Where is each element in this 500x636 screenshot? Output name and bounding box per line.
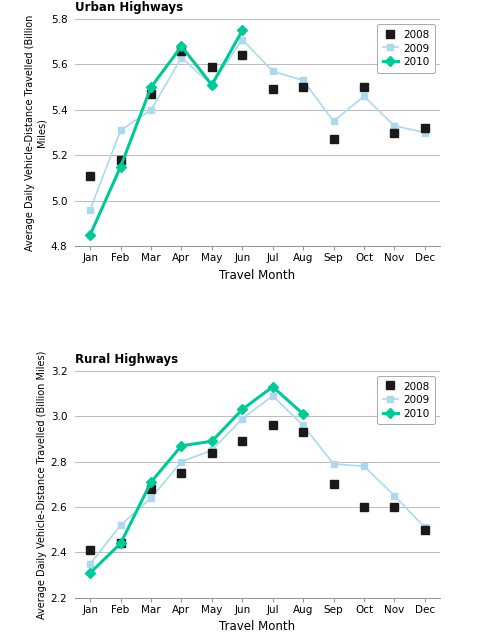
2009 — [178, 458, 184, 466]
2009 — [330, 118, 336, 125]
2008 — [87, 172, 93, 179]
Line: 2010: 2010 — [86, 383, 307, 577]
2008 — [240, 438, 246, 445]
2009 — [361, 92, 367, 100]
2010 — [148, 478, 154, 486]
2008 — [118, 539, 124, 547]
2010 — [270, 383, 276, 391]
2009 — [178, 54, 184, 62]
2008 — [361, 83, 367, 91]
2010 — [178, 442, 184, 450]
2009 — [87, 206, 93, 214]
2008 — [270, 422, 276, 429]
2009 — [118, 522, 124, 529]
Line: 2009: 2009 — [87, 392, 428, 567]
2008 — [392, 503, 398, 511]
2009 — [148, 494, 154, 502]
Y-axis label: Average Daily Vehicle-Distance Travelled (Billion Miles): Average Daily Vehicle-Distance Travelled… — [36, 350, 46, 619]
2008 — [209, 449, 215, 457]
2008 — [178, 469, 184, 477]
2010 — [118, 539, 124, 547]
Line: 2010: 2010 — [86, 27, 246, 238]
2008 — [118, 156, 124, 163]
2009 — [392, 122, 398, 130]
2008 — [392, 128, 398, 136]
2009 — [209, 446, 215, 454]
2010 — [209, 81, 215, 88]
2008 — [270, 86, 276, 93]
2008 — [87, 546, 93, 554]
2008 — [148, 485, 154, 493]
Text: Rural Highways: Rural Highways — [75, 352, 178, 366]
2008 — [422, 124, 428, 132]
2009 — [300, 422, 306, 429]
2008 — [330, 481, 336, 488]
2008 — [240, 52, 246, 59]
2009 — [361, 462, 367, 470]
2008 — [148, 90, 154, 98]
2008 — [300, 83, 306, 91]
2009 — [422, 128, 428, 136]
2009 — [240, 415, 246, 422]
Line: 2009: 2009 — [87, 36, 428, 213]
2008 — [178, 47, 184, 55]
Text: Urban Highways: Urban Highways — [75, 1, 183, 14]
2010 — [209, 438, 215, 445]
2009 — [118, 127, 124, 134]
2010 — [87, 569, 93, 577]
2010 — [118, 163, 124, 170]
2009 — [422, 523, 428, 531]
2008 — [330, 135, 336, 143]
2010 — [148, 83, 154, 91]
Line: 2008: 2008 — [86, 422, 428, 554]
2010 — [300, 410, 306, 418]
2009 — [209, 81, 215, 88]
2010 — [240, 27, 246, 34]
Y-axis label: Average Daily Vehicle-Distance Travelled (Billion Miles): Average Daily Vehicle-Distance Travelled… — [25, 15, 46, 251]
2009 — [330, 460, 336, 467]
2010 — [178, 43, 184, 50]
2009 — [87, 560, 93, 567]
2009 — [300, 76, 306, 84]
2009 — [392, 492, 398, 499]
Legend: 2008, 2009, 2010: 2008, 2009, 2010 — [378, 376, 435, 424]
2008 — [361, 503, 367, 511]
2008 — [209, 63, 215, 71]
Legend: 2008, 2009, 2010: 2008, 2009, 2010 — [378, 24, 435, 73]
2009 — [270, 67, 276, 75]
2008 — [300, 428, 306, 436]
X-axis label: Travel Month: Travel Month — [220, 268, 296, 282]
2008 — [422, 526, 428, 534]
2010 — [240, 406, 246, 413]
X-axis label: Travel Month: Travel Month — [220, 620, 296, 633]
2009 — [148, 106, 154, 114]
Line: 2008: 2008 — [86, 47, 428, 179]
2009 — [270, 392, 276, 399]
2010 — [87, 231, 93, 238]
2009 — [240, 36, 246, 43]
